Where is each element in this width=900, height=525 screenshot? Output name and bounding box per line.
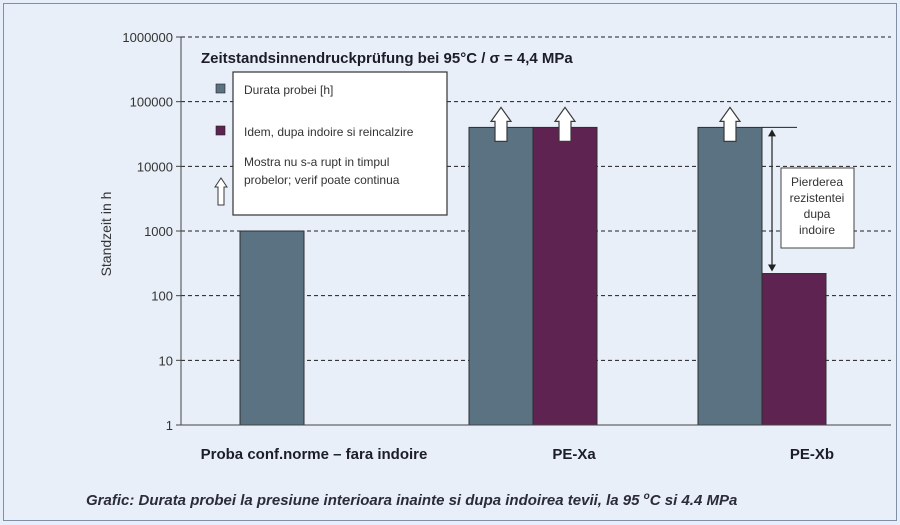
chart-frame: 1 10 100 1000 10000 100000 1000000 Proba conf.… [3, 3, 897, 521]
legend-swatch [215, 83, 226, 94]
bar-before-1 [468, 126, 534, 426]
bar-before-2 [697, 126, 763, 426]
y-tick-label: 1 [166, 418, 173, 433]
annotation-line: Pierderea [791, 175, 843, 189]
annotation-line: dupa [804, 207, 831, 221]
legend-entry: Idem, dupa indoire si reincalzire [244, 125, 414, 139]
arrow-up-icon [718, 106, 742, 142]
legend-entry: Mostra nu s-a rupt in timpul [244, 155, 389, 169]
arrow-up-icon [489, 106, 513, 142]
y-tick-label: 1000000 [122, 30, 173, 45]
x-category-label: PE-Xa [552, 446, 596, 463]
arrow-head-up-icon [768, 129, 776, 137]
caption-tail: C si 4.4 MPa [649, 492, 738, 509]
arrow-head-down-icon [768, 264, 776, 272]
bar-before-0 [239, 230, 305, 426]
y-tick-label: 100000 [130, 95, 173, 110]
legend-entry: Durata probei [h] [244, 83, 333, 97]
caption-text: Grafic: Durata probei la presiune interi… [86, 492, 644, 509]
y-tick-label: 100 [151, 289, 173, 304]
figure-caption: Grafic: Durata probei la presiune interi… [86, 491, 737, 509]
annotation-line: indoire [799, 223, 835, 237]
chart: 1 10 100 1000 10000 100000 1000000 Proba conf.… [98, 30, 891, 463]
bar-after-1 [532, 126, 598, 426]
bar-after-2 [761, 273, 827, 426]
x-category-label: Proba conf.norme – fara indoire [201, 446, 428, 463]
caption-degree: o [643, 491, 650, 502]
y-tick-label: 10 [159, 353, 173, 368]
legend-box [232, 71, 448, 216]
y-tick-label: 1000 [144, 224, 173, 239]
arrow-up-icon [553, 106, 577, 142]
legend-entry: probelor; verif poate continua [244, 173, 400, 187]
y-tick-label: 10000 [137, 159, 173, 174]
legend-arrow-up-icon [214, 177, 228, 206]
legend-swatch [215, 125, 226, 136]
annotation-box [780, 167, 855, 249]
chart-title: Zeitstandsinnendruckprüfung bei 95°C / σ… [201, 50, 573, 67]
y-axis-label: Standzeit in h [98, 192, 114, 277]
annotation-line: rezistentei [790, 191, 845, 205]
x-category-label: PE-Xb [790, 446, 834, 463]
